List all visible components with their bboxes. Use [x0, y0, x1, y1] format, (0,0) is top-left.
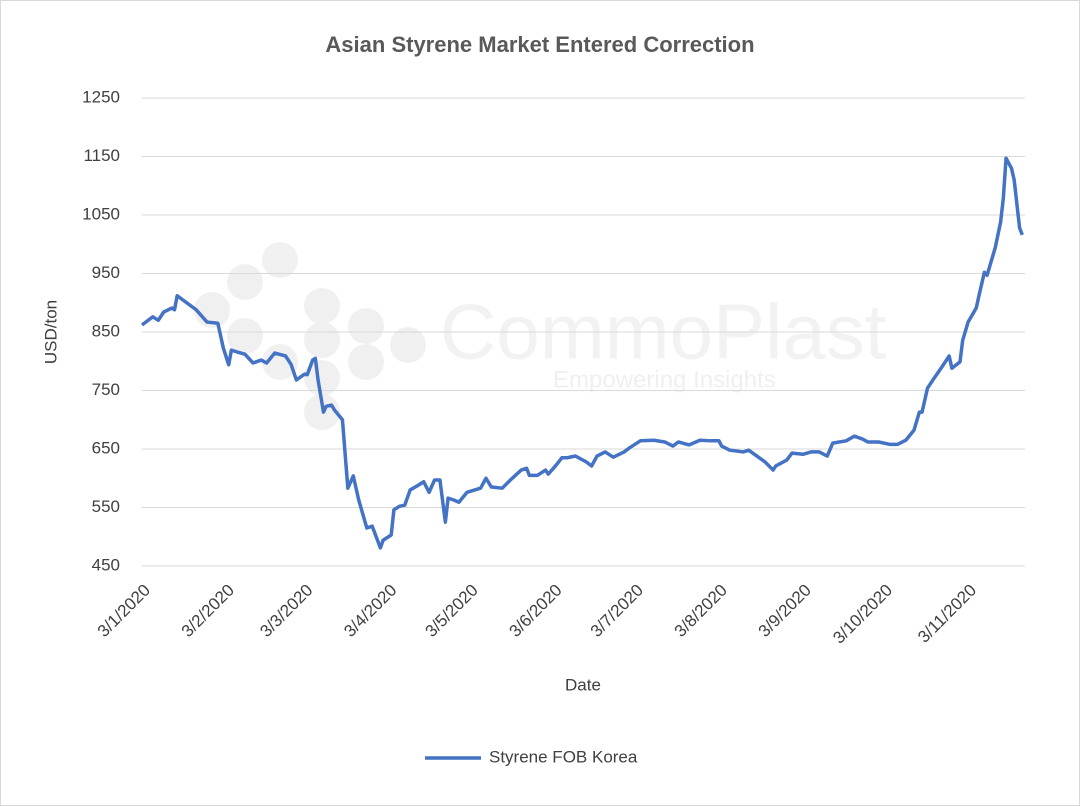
x-axis-label: Date: [565, 675, 601, 694]
watermark-subtitle: Empowering Insights: [553, 366, 776, 393]
y-tick-label: 550: [92, 497, 120, 516]
y-tick-label: 750: [92, 380, 120, 399]
y-tick-label: 850: [92, 321, 120, 340]
y-tick-label: 450: [92, 555, 120, 574]
data-line: [140, 156, 1024, 550]
y-tick-label: 650: [92, 438, 120, 457]
y-tick-label: 950: [92, 263, 120, 282]
y-tick-label: 1250: [82, 87, 120, 106]
y-tick-label: 1150: [83, 146, 120, 165]
y-axis-label: USD/ton: [41, 300, 60, 364]
chart-title: Asian Styrene Market Entered Correction: [325, 32, 754, 57]
legend-label: Styrene FOB Korea: [489, 747, 638, 766]
y-tick-label: 1050: [82, 204, 120, 223]
